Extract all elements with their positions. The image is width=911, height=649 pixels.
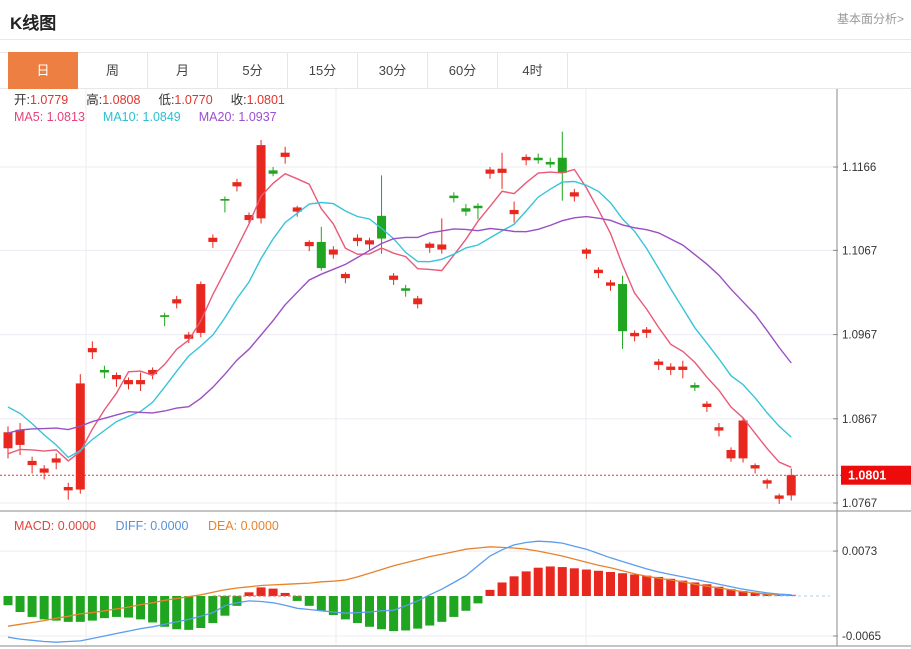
ohlc-row: 开:1.0779 高:1.0808 低:1.0770 收:1.0801: [14, 92, 299, 109]
page-title: K线图: [10, 14, 57, 33]
ma20-label: MA20:: [198, 110, 235, 124]
ma10-label: MA10:: [102, 110, 140, 124]
title-bar: K线图 基本面分析>: [0, 0, 911, 40]
ma20-line: [7, 215, 792, 434]
tab-day[interactable]: 日: [8, 52, 78, 89]
svg-text:1.0767: 1.0767: [842, 498, 877, 510]
svg-text:1.1166: 1.1166: [842, 162, 876, 174]
high-value: 1.0808: [102, 93, 141, 107]
diff-label: DIFF:: [115, 519, 147, 533]
tab-30min[interactable]: 30分: [358, 52, 428, 89]
low-value: 1.0770: [174, 93, 213, 107]
tab-cells: 日 周 月 5分 15分 30分 60分 4时: [8, 52, 568, 89]
ohlc-info: 开:1.0779 高:1.0808 低:1.0770 收:1.0801 MA5:…: [14, 92, 299, 126]
fundamental-analysis-link[interactable]: 基本面分析>: [836, 12, 904, 26]
close-label: 收:: [230, 93, 247, 107]
dea-line: [7, 546, 792, 627]
tab-15min[interactable]: 15分: [288, 52, 358, 89]
low-label: 低:: [158, 93, 175, 107]
svg-text:1.1067: 1.1067: [842, 245, 877, 257]
right-axis: 1.1166 1.1067 1.0967 1.0867 1.0767 0.0073 -0.0…: [0, 89, 911, 647]
ma5-value: 1.0813: [46, 110, 85, 124]
svg-text:1.0801: 1.0801: [848, 469, 886, 483]
ma10-value: 1.0849: [142, 110, 181, 124]
interval-tab-bar: 日 周 月 5分 15分 30分 60分 4时: [0, 52, 911, 89]
tab-60min[interactable]: 60分: [428, 52, 498, 89]
svg-text:1.0967: 1.0967: [842, 330, 877, 342]
last-price-tag: [841, 465, 911, 485]
close-value: 1.0801: [246, 93, 285, 107]
gridlines: [0, 89, 837, 646]
open-value: 1.0779: [29, 93, 69, 107]
ma20-value: 1.0937: [238, 110, 277, 124]
ma5-line: [7, 168, 792, 468]
ma5-label: MA5:: [14, 110, 44, 124]
tab-5min[interactable]: 5分: [218, 52, 288, 89]
dea-value: 0.0000: [240, 519, 279, 533]
tab-week[interactable]: 周: [78, 52, 148, 89]
open-label: 开:: [14, 93, 30, 107]
svg-text:0.0073: 0.0073: [842, 546, 877, 558]
svg-text:1.0867: 1.0867: [842, 414, 877, 426]
diff-line: [7, 540, 792, 643]
main-candles-panel: [0, 131, 842, 504]
high-label: 高:: [86, 93, 103, 107]
macd-value: 0.0000: [57, 519, 96, 533]
tab-month[interactable]: 月: [148, 52, 218, 89]
macd-legend: MACD: 0.0000 DIFF: 0.0000 DEA: 0.0000: [14, 519, 295, 533]
macd-label: MACD:: [14, 519, 55, 533]
diff-value: 0.0000: [150, 519, 189, 533]
macd-panel: [3, 540, 830, 643]
dea-label: DEA:: [207, 519, 238, 533]
svg-text:-0.0065: -0.0065: [842, 631, 881, 643]
ma-row: MA5: 1.0813 MA10: 1.0849 MA20: 1.0937: [14, 109, 299, 126]
tab-4hour[interactable]: 4时: [498, 52, 568, 89]
ma10-line: [7, 180, 792, 459]
